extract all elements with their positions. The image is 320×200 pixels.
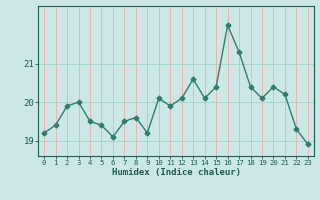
X-axis label: Humidex (Indice chaleur): Humidex (Indice chaleur)	[111, 168, 241, 177]
